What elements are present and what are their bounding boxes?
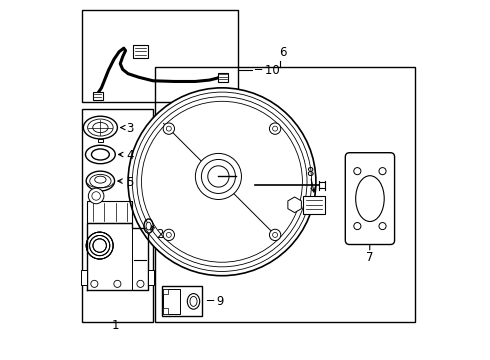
Ellipse shape (356, 176, 384, 221)
Polygon shape (87, 222, 147, 290)
Text: 8: 8 (306, 166, 313, 179)
Bar (303, 196, 325, 214)
Circle shape (272, 233, 277, 237)
Circle shape (270, 123, 281, 134)
Text: 7: 7 (366, 251, 373, 264)
Bar (93, 92, 103, 100)
Circle shape (91, 280, 98, 287)
Bar (162, 286, 202, 316)
Bar (218, 73, 228, 82)
Text: 6: 6 (279, 46, 287, 59)
Circle shape (379, 168, 386, 175)
Circle shape (137, 280, 144, 287)
Circle shape (86, 232, 113, 259)
Circle shape (114, 280, 121, 287)
Text: 5: 5 (126, 176, 133, 189)
Bar (147, 270, 154, 284)
Ellipse shape (83, 116, 118, 139)
Circle shape (272, 126, 277, 131)
Bar (82, 109, 153, 322)
Ellipse shape (85, 145, 115, 164)
Ellipse shape (187, 294, 200, 309)
Circle shape (163, 123, 174, 134)
Circle shape (201, 159, 235, 193)
Text: 2: 2 (156, 229, 164, 242)
Circle shape (128, 88, 316, 276)
Circle shape (163, 229, 174, 240)
Circle shape (142, 101, 302, 262)
Circle shape (88, 188, 104, 204)
Bar (82, 10, 238, 102)
Circle shape (196, 153, 242, 199)
Ellipse shape (86, 171, 115, 191)
Bar (133, 45, 148, 58)
Ellipse shape (95, 176, 106, 183)
Ellipse shape (146, 222, 151, 230)
Bar (155, 67, 415, 322)
Bar (87, 201, 132, 222)
Bar (164, 289, 168, 294)
Text: 4: 4 (126, 149, 133, 162)
Text: 1: 1 (112, 319, 120, 332)
Ellipse shape (190, 296, 197, 306)
Bar (81, 270, 87, 284)
FancyBboxPatch shape (345, 153, 394, 244)
Text: ─ 10: ─ 10 (254, 64, 280, 77)
Circle shape (354, 168, 361, 175)
Circle shape (166, 233, 172, 237)
Circle shape (208, 166, 229, 187)
Bar (164, 289, 180, 314)
Bar (164, 308, 168, 314)
Circle shape (379, 222, 386, 230)
Circle shape (270, 229, 281, 240)
Circle shape (166, 126, 172, 131)
Ellipse shape (144, 219, 153, 233)
Ellipse shape (92, 149, 109, 160)
Bar (98, 139, 103, 143)
Circle shape (354, 222, 361, 230)
Text: 3: 3 (126, 122, 133, 135)
Text: ─ 9: ─ 9 (206, 295, 224, 308)
